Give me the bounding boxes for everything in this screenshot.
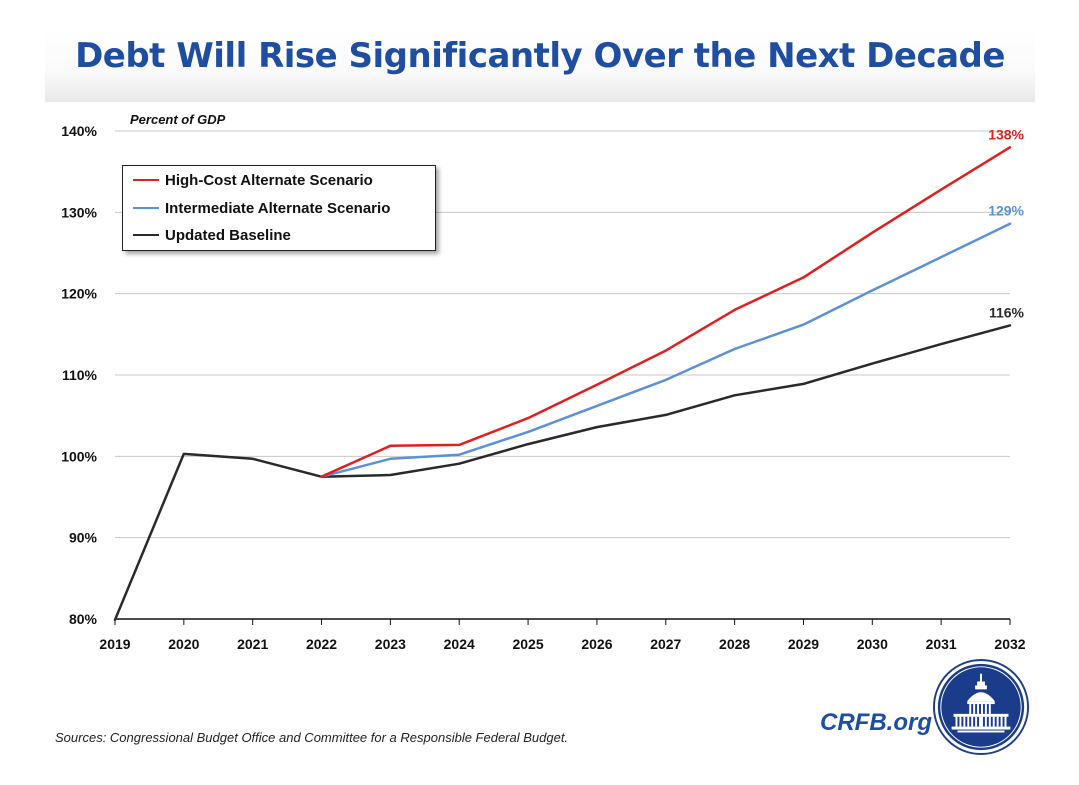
x-tick-label: 2026 — [581, 636, 612, 652]
x-tick-label: 2019 — [99, 636, 130, 652]
x-tick-label: 2032 — [994, 636, 1025, 652]
y-axis-label: Percent of GDP — [130, 112, 226, 127]
legend-item-intermediate: Intermediate Alternate Scenario — [133, 195, 390, 221]
x-tick-label: 2022 — [306, 636, 337, 652]
legend: High-Cost Alternate Scenario Intermediat… — [122, 165, 436, 251]
crfb-capitol-seal-logo — [932, 658, 1030, 756]
source-note: Sources: Congressional Budget Office and… — [55, 730, 569, 745]
y-tick-label: 80% — [69, 611, 98, 627]
chart-title: Debt Will Rise Significantly Over the Ne… — [75, 36, 1005, 76]
y-tick-label: 140% — [61, 123, 97, 139]
y-tick-label: 90% — [69, 530, 98, 546]
x-tick-label: 2029 — [788, 636, 819, 652]
legend-label-baseline: Updated Baseline — [165, 226, 291, 244]
legend-item-baseline: Updated Baseline — [133, 222, 291, 248]
x-tick-label: 2024 — [444, 636, 475, 652]
series-line-1 — [320, 222, 1012, 478]
x-tick-label: 2020 — [168, 636, 199, 652]
end-value-label: 138% — [988, 126, 1024, 142]
legend-label-high-cost: High-Cost Alternate Scenario — [165, 171, 373, 189]
x-tick-label: 2028 — [719, 636, 750, 652]
y-tick-label: 100% — [61, 448, 97, 464]
series-line-0 — [320, 146, 1012, 478]
x-tick-label: 2025 — [512, 636, 543, 652]
y-tick-label: 110% — [62, 367, 98, 383]
x-tick-label: 2023 — [375, 636, 406, 652]
legend-label-intermediate: Intermediate Alternate Scenario — [165, 199, 391, 217]
legend-swatch-baseline — [133, 234, 159, 236]
x-tick-label: 2031 — [926, 636, 957, 652]
end-value-label: 116% — [989, 304, 1025, 320]
brand-link[interactable]: CRFB.org — [820, 709, 932, 736]
end-value-label: 129% — [988, 203, 1024, 219]
legend-item-high-cost: High-Cost Alternate Scenario — [133, 167, 373, 193]
y-tick-label: 120% — [61, 286, 97, 302]
x-tick-label: 2021 — [237, 636, 268, 652]
legend-swatch-high-cost — [133, 179, 159, 181]
legend-swatch-intermediate — [133, 207, 159, 209]
series-line-2 — [113, 324, 1012, 622]
x-tick-label: 2027 — [650, 636, 681, 652]
title-band — [45, 28, 1035, 102]
y-tick-label: 130% — [61, 204, 97, 220]
x-tick-label: 2030 — [857, 636, 888, 652]
